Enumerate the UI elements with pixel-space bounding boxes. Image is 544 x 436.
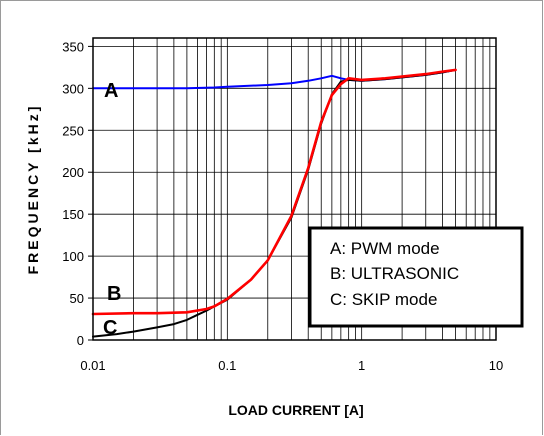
y-tick-label: 200	[62, 165, 84, 180]
x-axis-label: LOAD CURRENT [A]	[228, 402, 363, 418]
y-tick-label: 50	[70, 291, 84, 306]
series-line-b	[91, 68, 457, 316]
legend-entry-c: C: SKIP mode	[330, 290, 437, 309]
curve-label-b: B	[107, 283, 121, 305]
legend: A: PWM mode B: ULTRASONIC C: SKIP mode	[308, 226, 524, 328]
y-tick-label: 300	[62, 81, 84, 96]
plot-border	[92, 37, 497, 341]
y-axis-label: FREQUENCY [kHz]	[25, 104, 41, 275]
legend-box	[308, 226, 524, 328]
y-tick-label: 350	[62, 39, 84, 54]
y-tick-label: 150	[62, 207, 84, 222]
curve-label-c: C	[103, 317, 117, 339]
series-group	[91, 68, 457, 338]
x-tick-label: 0.1	[218, 358, 236, 373]
x-tick-label: 1	[358, 358, 365, 373]
legend-entry-a: A: PWM mode	[330, 239, 440, 258]
y-tick-label: 250	[62, 123, 84, 138]
y-tick-label: 100	[62, 249, 84, 264]
x-tick-label: 10	[489, 358, 503, 373]
curve-label-a: A	[104, 80, 118, 102]
series-line-a	[92, 68, 457, 90]
legend-entry-b: B: ULTRASONIC	[330, 264, 459, 283]
x-tick-label: 0.01	[80, 358, 105, 373]
y-tick-label: 0	[77, 333, 84, 348]
tick-labels: 0 50 100 150 200 250 300 350 0.01 0.1 1 10	[62, 39, 503, 373]
